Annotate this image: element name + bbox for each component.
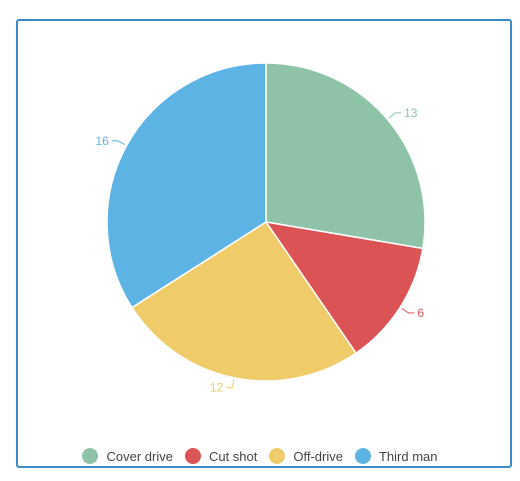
data-label-cut-shot: 6 (417, 306, 424, 320)
pie-slices (106, 62, 426, 382)
legend-swatch-third-man (354, 448, 371, 464)
pie-slice-off-drive[interactable] (130, 220, 358, 382)
pie-chart: 13 6 12 16 (95, 62, 426, 395)
legend-swatch-cover-drive (82, 448, 99, 464)
label-connector-off-drive (226, 379, 235, 389)
legend-item-third-man[interactable]: Third man (354, 448, 438, 464)
label-connector-cut-shot (401, 308, 415, 314)
label-connector-third-man (111, 140, 126, 146)
legend-swatch-cut-shot (184, 448, 201, 464)
legend-item-off-drive[interactable]: Off-drive (269, 448, 343, 464)
legend-label-third-man: Third man (378, 448, 438, 464)
pie-data-labels: 13 6 12 16 (95, 106, 424, 395)
pie-slice-third-man[interactable] (106, 62, 267, 309)
label-connector-cover-drive (388, 112, 402, 119)
legend-swatch-off-drive (269, 448, 286, 464)
pie-slice-cut-shot[interactable] (264, 220, 424, 355)
chart-legend: Cover drive Cut shot Off-drive Third man (0, 445, 520, 467)
legend-item-cut-shot[interactable]: Cut shot (184, 448, 258, 464)
data-label-off-drive: 12 (210, 381, 224, 395)
legend-label-cut-shot: Cut shot (208, 448, 258, 464)
legend-label-cover-drive: Cover drive (106, 448, 173, 464)
data-label-cover-drive: 13 (404, 106, 418, 120)
pie-slice-cover-drive[interactable] (265, 62, 426, 250)
legend-item-cover-drive[interactable]: Cover drive (82, 448, 173, 464)
legend-label-off-drive: Off-drive (293, 448, 343, 464)
data-label-third-man: 16 (95, 134, 109, 148)
